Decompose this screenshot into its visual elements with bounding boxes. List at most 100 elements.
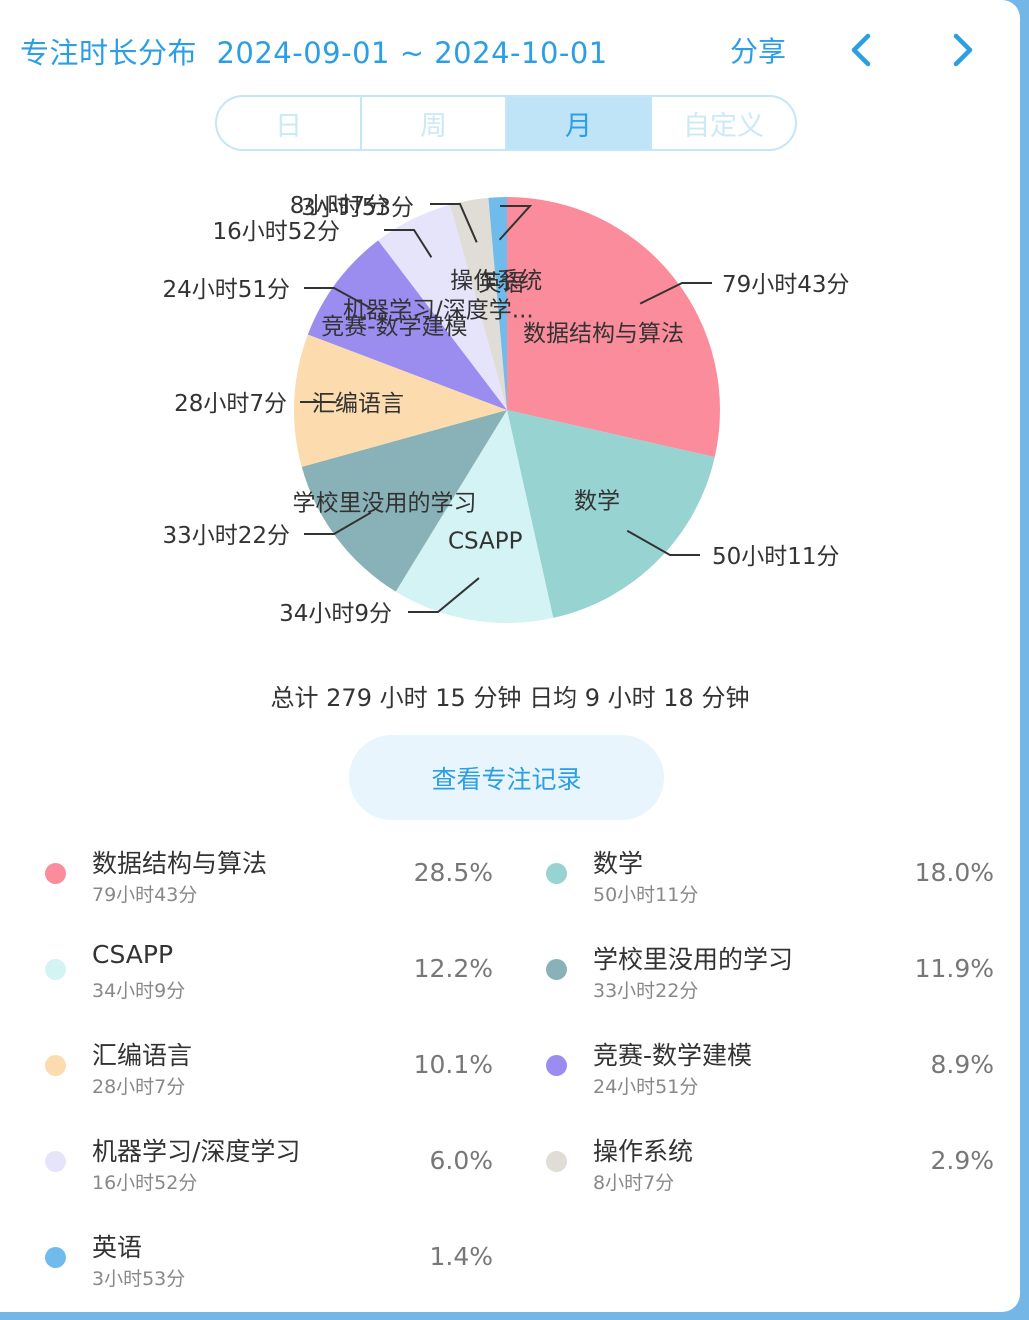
slice-duration-label: 24小时51分 xyxy=(162,277,290,303)
leader-line xyxy=(304,287,371,309)
pie-slice-4[interactable] xyxy=(301,410,507,592)
total-minutes: 15 xyxy=(435,684,466,712)
legend-duration: 8小时7分 xyxy=(593,1172,675,1194)
legend-percent: 1.4% xyxy=(429,1242,493,1271)
header: 专注时长分布 2024-09-01 ~ 2024-10-01 分享 xyxy=(0,0,1020,100)
legend-color-dot xyxy=(45,1151,66,1172)
share-button[interactable]: 分享 xyxy=(730,35,787,68)
legend-category-name: 学校里没用的学习 xyxy=(593,945,794,974)
daily-minutes: 18 xyxy=(663,684,694,712)
tab-custom[interactable]: 自定义 xyxy=(683,110,764,142)
total-hours-unit: 小时 xyxy=(379,684,428,712)
legend-item[interactable]: 竞赛-数学建模 24小时51分 8.9% xyxy=(546,1030,994,1100)
legend-duration: 50小时11分 xyxy=(593,884,699,906)
legend-category-name: 汇编语言 xyxy=(92,1041,193,1070)
legend-color-dot xyxy=(45,863,66,884)
tab-week[interactable]: 周 xyxy=(362,97,507,149)
legend-category-name: 操作系统 xyxy=(593,1137,694,1166)
legend-percent: 18.0% xyxy=(914,858,994,887)
legend-duration: 33小时22分 xyxy=(593,980,699,1002)
page-title: 专注时长分布 2024-09-01 ~ 2024-10-01 xyxy=(20,30,608,72)
pie-slice-6[interactable] xyxy=(307,240,507,410)
legend-category-name: 竞赛-数学建模 xyxy=(593,1041,753,1070)
slice-name-label: 竞赛-数学建模 xyxy=(321,314,467,340)
slice-duration-label: 34小时9分 xyxy=(279,601,392,627)
legend-duration: 3小时53分 xyxy=(92,1268,186,1290)
slice-duration-label: 3小时53分 xyxy=(301,195,414,221)
view-records-button[interactable]: 查看专注记录 xyxy=(349,735,664,820)
legend-color-dot xyxy=(45,959,66,980)
leader-line xyxy=(384,229,433,258)
legend-percent: 10.1% xyxy=(413,1050,493,1079)
next-period-button[interactable] xyxy=(948,31,978,71)
legend-item[interactable]: CSAPP 34小时9分 12.2% xyxy=(45,934,493,1004)
pie-slice-1[interactable] xyxy=(507,197,720,458)
legend-item[interactable]: 数学 50小时11分 18.0% xyxy=(546,838,994,908)
legend-item[interactable]: 机器学习/深度学习 16小时52分 6.0% xyxy=(45,1126,493,1196)
slice-duration-label: 79小时43分 xyxy=(722,272,850,298)
legend-percent: 28.5% xyxy=(413,858,493,887)
total-minutes-unit: 分钟 xyxy=(473,684,522,712)
legend-category-name: 数学 xyxy=(593,849,644,878)
pie-slice-5[interactable] xyxy=(294,334,507,467)
summary-text: 总计 279 小时 15 分钟 日均 9 小时 18 分钟 xyxy=(0,678,1020,713)
slice-duration-label: 50小时11分 xyxy=(712,544,840,570)
leader-line xyxy=(430,203,478,243)
slice-name-label: 汇编语言 xyxy=(312,391,404,417)
pie-slice-8[interactable] xyxy=(450,197,507,410)
legend-color-dot xyxy=(45,1247,66,1268)
legend-item[interactable]: 学校里没用的学习 33小时22分 11.9% xyxy=(546,934,994,1004)
legend-category-name: CSAPP xyxy=(92,940,174,969)
slice-name-label: 机器学习/深度学... xyxy=(343,298,534,324)
slice-name-label: 数据结构与算法 xyxy=(523,321,684,347)
legend-percent: 2.9% xyxy=(930,1146,994,1175)
legend-color-dot xyxy=(45,1055,66,1076)
legend-percent: 12.2% xyxy=(413,954,493,983)
period-tabs: 日 周 月 自定义 xyxy=(215,95,797,151)
pie-slice-9[interactable] xyxy=(488,197,507,410)
pie-slice-3[interactable] xyxy=(395,410,554,623)
legend-percent: 11.9% xyxy=(914,954,994,983)
legend-duration: 24小时51分 xyxy=(593,1076,699,1098)
slice-duration-label: 16小时52分 xyxy=(212,219,340,245)
leader-line xyxy=(304,511,372,535)
legend-category-name: 数据结构与算法 xyxy=(92,849,268,878)
total-hours: 279 xyxy=(326,684,372,712)
daily-minutes-unit: 分钟 xyxy=(701,684,750,712)
legend-item[interactable]: 操作系统 8小时7分 2.9% xyxy=(546,1126,994,1196)
tab-month[interactable]: 月 xyxy=(507,97,652,149)
leader-line xyxy=(498,205,533,241)
title-text: 专注时长分布 xyxy=(20,36,198,70)
pie-slice-7[interactable] xyxy=(378,204,507,410)
legend-duration: 28小时7分 xyxy=(92,1076,186,1098)
slice-name-label: 英语 xyxy=(478,270,524,296)
legend-duration: 34小时9分 xyxy=(92,980,186,1002)
legend-item[interactable]: 汇编语言 28小时7分 10.1% xyxy=(45,1030,493,1100)
legend-item[interactable]: 英语 3小时53分 1.4% xyxy=(45,1222,493,1292)
tab-day[interactable]: 日 xyxy=(217,97,362,149)
legend-color-dot xyxy=(546,863,567,884)
legend-duration: 79小时43分 xyxy=(92,884,198,906)
legend-color-dot xyxy=(546,1151,567,1172)
slice-duration-label: 28小时7分 xyxy=(174,391,287,417)
legend-duration: 16小时52分 xyxy=(92,1172,198,1194)
daily-hours: 9 xyxy=(584,684,600,712)
leader-line xyxy=(408,577,480,613)
slice-name-label: 数学 xyxy=(574,489,620,515)
daily-label: 日均 xyxy=(529,684,578,712)
slice-name-label: 操作系统 xyxy=(450,268,542,294)
leader-line xyxy=(639,282,712,305)
legend-color-dot xyxy=(546,959,567,980)
pie-slice-2[interactable] xyxy=(507,410,715,618)
slice-duration-label: 8小时7分 xyxy=(290,193,388,219)
previous-period-button[interactable] xyxy=(846,31,876,71)
leader-line xyxy=(626,529,700,556)
legend-percent: 8.9% xyxy=(930,1050,994,1079)
chevron-right-icon xyxy=(953,33,973,67)
slice-name-label: 学校里没用的学习 xyxy=(293,490,477,516)
legend-item[interactable]: 数据结构与算法 79小时43分 28.5% xyxy=(45,838,493,908)
legend-category-name: 机器学习/深度学习 xyxy=(92,1137,301,1166)
chevron-left-icon xyxy=(851,33,871,67)
